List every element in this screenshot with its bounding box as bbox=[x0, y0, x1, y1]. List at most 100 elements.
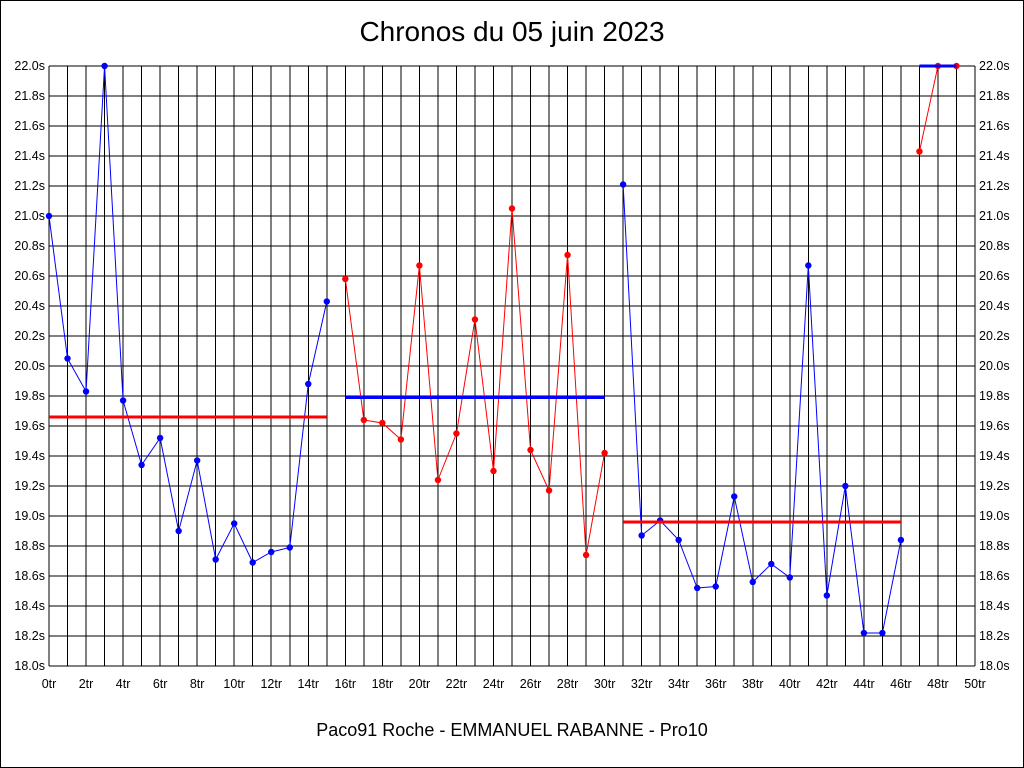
data-point bbox=[601, 449, 608, 457]
y-tick-label-right: 18.6s bbox=[979, 569, 1010, 583]
x-tick-label: 40tr bbox=[779, 677, 801, 691]
data-point bbox=[64, 355, 71, 362]
data-point bbox=[768, 560, 775, 568]
data-point bbox=[471, 316, 479, 323]
x-tick-label: 4tr bbox=[116, 677, 131, 691]
y-tick-label-right: 22.0s bbox=[979, 59, 1010, 73]
data-point bbox=[268, 548, 275, 556]
data-point bbox=[823, 592, 831, 599]
data-point bbox=[842, 482, 849, 490]
data-point bbox=[675, 536, 682, 544]
x-tick-label: 14tr bbox=[298, 677, 320, 691]
data-point bbox=[731, 493, 738, 500]
data-point bbox=[508, 205, 516, 212]
data-point bbox=[82, 388, 90, 395]
data-point bbox=[175, 527, 182, 535]
x-tick-label: 10tr bbox=[223, 677, 245, 691]
y-tick-label-right: 21.4s bbox=[979, 149, 1010, 163]
data-point bbox=[416, 262, 423, 269]
x-tick-label: 42tr bbox=[816, 677, 838, 691]
y-tick-label-left: 19.0s bbox=[14, 509, 45, 523]
data-point bbox=[379, 419, 386, 427]
data-point bbox=[45, 212, 53, 220]
data-point bbox=[638, 532, 645, 539]
y-tick-label-left: 21.6s bbox=[14, 119, 45, 133]
data-point bbox=[434, 476, 442, 484]
x-tick-label: 36tr bbox=[705, 677, 727, 691]
y-tick-label-right: 18.0s bbox=[979, 659, 1010, 673]
y-tick-label-left: 18.2s bbox=[14, 629, 45, 643]
x-tick-label: 18tr bbox=[372, 677, 394, 691]
y-tick-label-right: 19.8s bbox=[979, 389, 1010, 403]
y-tick-label-left: 18.0s bbox=[14, 659, 45, 673]
x-tick-label: 34tr bbox=[668, 677, 690, 691]
data-point bbox=[212, 556, 219, 563]
y-tick-label-right: 21.0s bbox=[979, 209, 1010, 223]
y-tick-label-right: 20.4s bbox=[979, 299, 1010, 313]
series-line bbox=[622, 184, 902, 634]
data-point bbox=[231, 520, 238, 527]
y-tick-label-left: 20.2s bbox=[14, 329, 45, 343]
y-tick-label-right: 18.8s bbox=[979, 539, 1010, 553]
data-point bbox=[805, 262, 812, 269]
data-point bbox=[193, 457, 201, 464]
x-tick-label: 20tr bbox=[409, 677, 431, 691]
y-tick-label-right: 20.8s bbox=[979, 239, 1010, 253]
data-point bbox=[564, 251, 571, 259]
y-tick-label-right: 18.4s bbox=[979, 599, 1010, 613]
x-tick-label: 26tr bbox=[520, 677, 542, 691]
data-point bbox=[156, 434, 164, 442]
data-point bbox=[879, 629, 886, 637]
y-tick-label-right: 19.2s bbox=[979, 479, 1010, 493]
data-point bbox=[101, 62, 108, 70]
y-tick-label-left: 20.8s bbox=[14, 239, 45, 253]
data-point bbox=[619, 181, 627, 188]
y-tick-label-left: 19.4s bbox=[14, 449, 45, 463]
chart-title: Chronos du 05 juin 2023 bbox=[359, 16, 665, 47]
x-tick-label: 48tr bbox=[927, 677, 949, 691]
data-point bbox=[490, 467, 497, 475]
x-tick-label: 16tr bbox=[335, 677, 357, 691]
data-point bbox=[545, 487, 553, 494]
y-tick-label-right: 19.6s bbox=[979, 419, 1010, 433]
y-tick-label-left: 21.0s bbox=[14, 209, 45, 223]
data-point bbox=[786, 574, 793, 581]
y-tick-label-left: 19.2s bbox=[14, 479, 45, 493]
x-tick-label: 8tr bbox=[190, 677, 205, 691]
y-tick-label-right: 20.6s bbox=[979, 269, 1010, 283]
y-tick-label-left: 21.4s bbox=[14, 149, 45, 163]
x-tick-label: 46tr bbox=[890, 677, 912, 691]
data-point bbox=[527, 446, 534, 454]
x-tick-label: 6tr bbox=[153, 677, 168, 691]
data-point bbox=[916, 148, 923, 155]
chart-subtitle: Paco91 Roche - EMMANUEL RABANNE - Pro10 bbox=[316, 720, 708, 740]
y-tick-label-right: 19.0s bbox=[979, 509, 1010, 523]
data-point bbox=[323, 298, 330, 305]
x-tick-label: 30tr bbox=[594, 677, 616, 691]
data-point bbox=[860, 629, 868, 637]
data-point bbox=[694, 584, 701, 592]
data-point bbox=[138, 461, 145, 469]
data-point bbox=[305, 380, 312, 388]
y-tick-label-right: 21.2s bbox=[979, 179, 1010, 193]
y-tick-label-right: 20.2s bbox=[979, 329, 1010, 343]
x-tick-label: 0tr bbox=[42, 677, 57, 691]
x-tick-label: 32tr bbox=[631, 677, 653, 691]
data-point bbox=[712, 583, 719, 590]
x-tick-label: 44tr bbox=[853, 677, 875, 691]
x-tick-label: 38tr bbox=[742, 677, 764, 691]
y-tick-label-left: 21.8s bbox=[14, 89, 45, 103]
x-tick-label: 50tr bbox=[964, 677, 986, 691]
y-tick-label-left: 19.8s bbox=[14, 389, 45, 403]
y-tick-label-left: 18.8s bbox=[14, 539, 45, 553]
data-point bbox=[749, 578, 756, 586]
y-tick-label-left: 22.0s bbox=[14, 59, 45, 73]
data-point bbox=[119, 397, 127, 404]
y-tick-label-left: 21.2s bbox=[14, 179, 45, 193]
y-tick-label-right: 20.0s bbox=[979, 359, 1010, 373]
data-point bbox=[582, 551, 590, 559]
x-tick-label: 24tr bbox=[483, 677, 505, 691]
y-tick-label-left: 18.6s bbox=[14, 569, 45, 583]
series-line bbox=[48, 65, 328, 564]
